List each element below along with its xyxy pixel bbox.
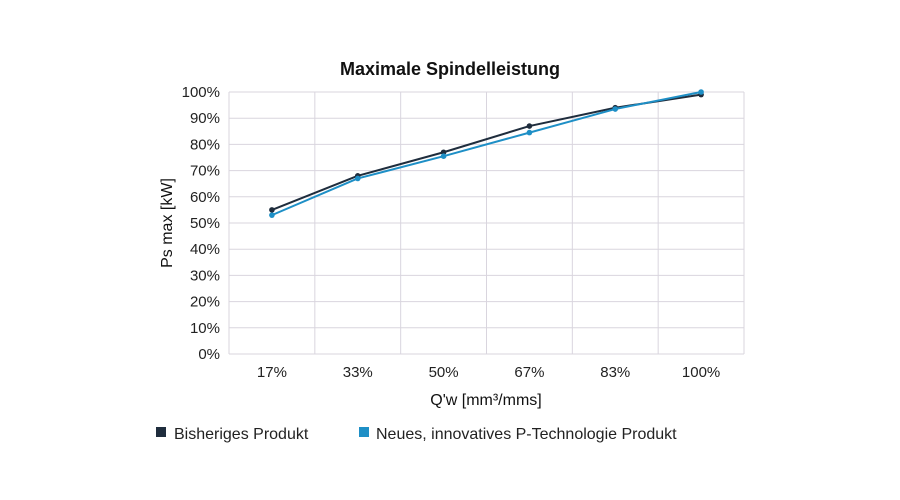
y-tick-label: 40% (190, 241, 220, 258)
data-point (269, 212, 275, 218)
legend-label-bisheriges: Bisheriges Produkt (174, 426, 309, 443)
y-axis-label: Ps max [kW] (159, 178, 176, 268)
y-tick-label: 60% (190, 189, 220, 206)
y-tick-label: 70% (190, 163, 220, 180)
data-point (526, 129, 533, 136)
chart-title: Maximale Spindelleistung (340, 59, 560, 79)
x-tick-label: 17% (257, 364, 287, 381)
x-tick-label: 67% (514, 364, 544, 381)
legend-label-neues: Neues, innovatives P-Technologie Produkt (376, 426, 677, 443)
x-tick-label: 83% (600, 364, 630, 381)
x-tick-label: 50% (429, 364, 459, 381)
y-tick-label: 100% (182, 84, 220, 101)
legend-swatch-bisheriges (156, 427, 166, 437)
y-tick-label: 90% (190, 110, 220, 127)
data-point (440, 149, 447, 156)
y-tick-label: 50% (190, 215, 220, 232)
x-axis-label: Q'w [mm³/mms] (430, 392, 541, 409)
grid-lines (228, 91, 745, 355)
series-line-1 (271, 91, 702, 217)
x-axis-ticks: 17% 33% 50% 67% 83% 100% (257, 364, 720, 381)
legend-swatch-neues (359, 427, 369, 437)
data-point (440, 153, 447, 159)
data-point (526, 123, 533, 129)
y-tick-label: 20% (190, 294, 220, 311)
series-lines (269, 89, 704, 218)
y-tick-label: 30% (190, 267, 220, 284)
data-point (612, 106, 619, 112)
data-point (354, 175, 361, 182)
x-tick-label: 33% (343, 364, 373, 381)
y-axis-ticks: 0% 10% 20% 30% 40% 50% 60% 70% 80% 90% 100% (182, 84, 220, 363)
legend: Bisheriges Produkt Neues, innovatives P-… (156, 426, 677, 443)
y-tick-label: 10% (190, 320, 220, 337)
data-point (698, 89, 704, 95)
x-tick-label: 100% (682, 364, 720, 381)
y-tick-label: 0% (198, 346, 220, 363)
y-tick-label: 80% (190, 136, 220, 153)
data-point (269, 207, 275, 213)
